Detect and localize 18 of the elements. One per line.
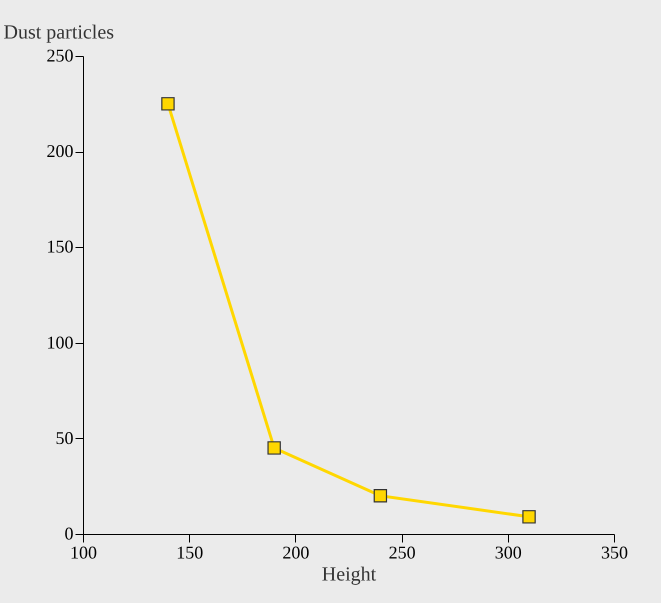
x-tick-label: 100: [70, 542, 97, 562]
point: [161, 97, 175, 111]
point: [267, 441, 281, 455]
x-tick-label: 200: [282, 542, 310, 562]
y-tick-label: 150: [46, 236, 74, 257]
y-tick-label: 200: [46, 141, 74, 162]
point: [522, 510, 536, 524]
x-tick-label: 150: [176, 542, 204, 562]
x-tick-label: 300: [494, 542, 522, 562]
y-tick-label: 50: [56, 428, 74, 448]
x-tick-label: 250: [388, 542, 416, 562]
y-tick-label: 250: [46, 46, 74, 66]
x-tick-label: 350: [601, 542, 628, 562]
x-axis-title: Height: [322, 564, 377, 586]
y-axis-title: Dust particles: [4, 22, 114, 44]
y-tick-label: 0: [64, 524, 74, 544]
point: [374, 489, 388, 502]
y-tick-label: 100: [46, 332, 74, 352]
